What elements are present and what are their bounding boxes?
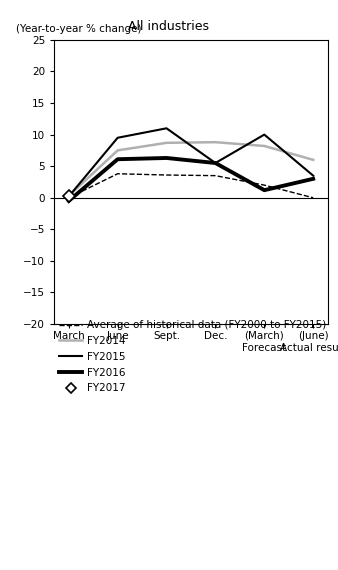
Text: All industries: All industries bbox=[128, 20, 210, 33]
Text: (Year-to-year % change): (Year-to-year % change) bbox=[16, 24, 141, 34]
Legend: Average of historical data (FY2000 to FY2015), FY2014, FY2015, FY2016, FY2017: Average of historical data (FY2000 to FY… bbox=[59, 320, 327, 393]
